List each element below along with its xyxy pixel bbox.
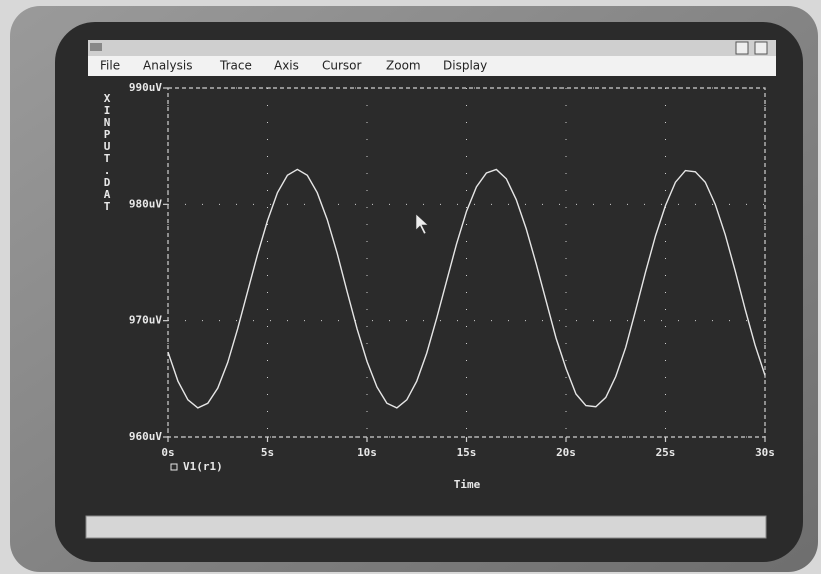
- menu-item[interactable]: File: [100, 59, 120, 73]
- menu-items: File Analysis Trace Axis Cursor Zoom Display: [100, 59, 487, 73]
- status-bar: [85, 515, 767, 539]
- y-tick-label: 960uV: [129, 430, 162, 443]
- menu-bar: [88, 56, 776, 76]
- menu-item[interactable]: Axis: [274, 59, 299, 73]
- x-tick-label: 0s: [161, 446, 174, 459]
- x-tick-label: 5s: [261, 446, 274, 459]
- menu-item[interactable]: Display: [443, 59, 487, 73]
- x-tick-label: 15s: [457, 446, 477, 459]
- menu-item[interactable]: Zoom: [386, 59, 421, 73]
- x-tick-label: 25s: [656, 446, 676, 459]
- menu-item[interactable]: Cursor: [322, 59, 362, 73]
- y-axis-label: XINPUT.DAT: [101, 92, 114, 212]
- y-tick-label: 980uV: [129, 197, 162, 210]
- x-tick-label: 30s: [755, 446, 775, 459]
- menu-item[interactable]: Trace: [219, 59, 252, 73]
- y-tick-label: 970uV: [129, 314, 162, 327]
- legend-marker: [170, 463, 178, 471]
- mouse-cursor: [415, 213, 429, 235]
- data-line: [167, 168, 766, 409]
- x-tick-label: 20s: [556, 446, 576, 459]
- title-bar: [88, 40, 776, 56]
- x-tick-label: 10s: [357, 446, 377, 459]
- x-axis-label: Time: [454, 478, 481, 491]
- minimize-button[interactable]: [735, 41, 749, 55]
- maximize-button[interactable]: [754, 41, 768, 55]
- y-tick-label: 990uV: [129, 81, 162, 94]
- menu-item[interactable]: Analysis: [143, 59, 192, 73]
- legend-label: V1(r1): [183, 460, 223, 473]
- screen: [55, 22, 803, 562]
- system-menu[interactable]: [90, 43, 102, 51]
- plot-border: [167, 87, 766, 438]
